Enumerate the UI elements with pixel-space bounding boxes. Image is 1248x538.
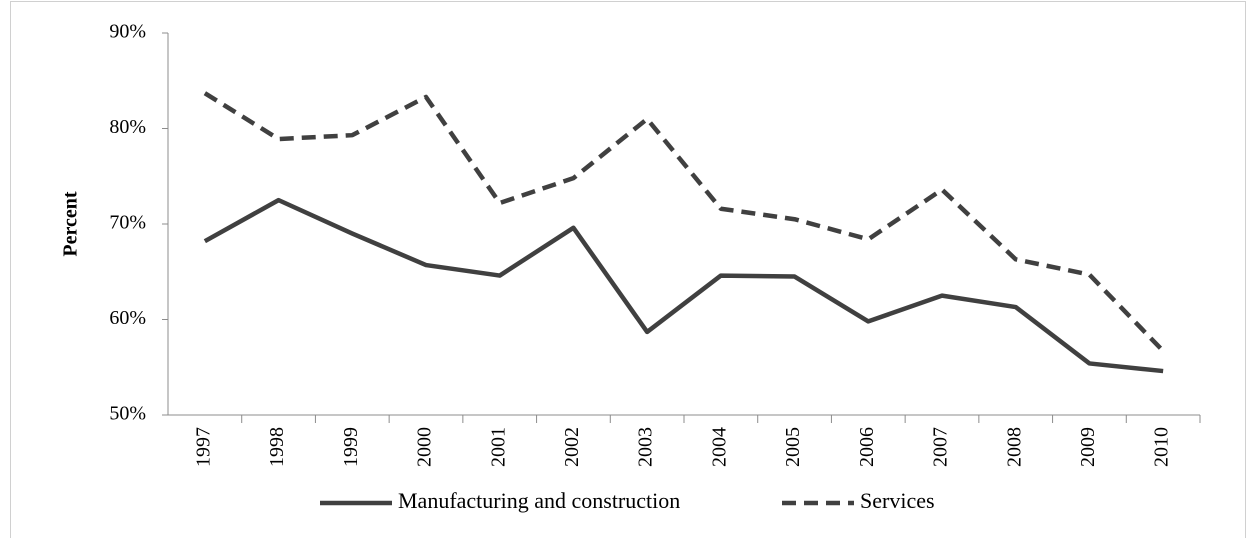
x-tick-label: 2001	[487, 427, 509, 467]
y-axis-label: Percent	[60, 191, 82, 256]
series-line	[203, 197, 1164, 374]
legend-label: Manufacturing and construction	[398, 488, 680, 513]
y-tick-label: 70%	[109, 212, 146, 234]
chart-frame	[10, 1, 1246, 538]
y-tick-label: 80%	[109, 116, 146, 138]
y-tick-label: 50%	[109, 403, 146, 425]
legend-label: Services	[860, 488, 935, 513]
x-tick-label: 2000	[414, 427, 436, 467]
x-tick-label: 2002	[561, 427, 583, 467]
y-tick-label: 90%	[109, 21, 146, 43]
x-tick-label: 2004	[708, 427, 730, 467]
x-tick-label: 2007	[930, 427, 952, 467]
x-tick-label: 2003	[635, 427, 657, 467]
x-tick-label: 2005	[782, 427, 804, 467]
x-tick-label: 2010	[1151, 427, 1173, 467]
series-line	[203, 91, 1165, 353]
y-tick-label: 60%	[109, 307, 146, 329]
x-tick-label: 1998	[266, 427, 288, 467]
x-tick-label: 2008	[1003, 427, 1025, 467]
x-tick-label: 2006	[856, 427, 878, 467]
x-tick-label: 1999	[340, 427, 362, 467]
x-tick-label: 2009	[1077, 427, 1099, 467]
x-tick-label: 1997	[192, 427, 214, 467]
